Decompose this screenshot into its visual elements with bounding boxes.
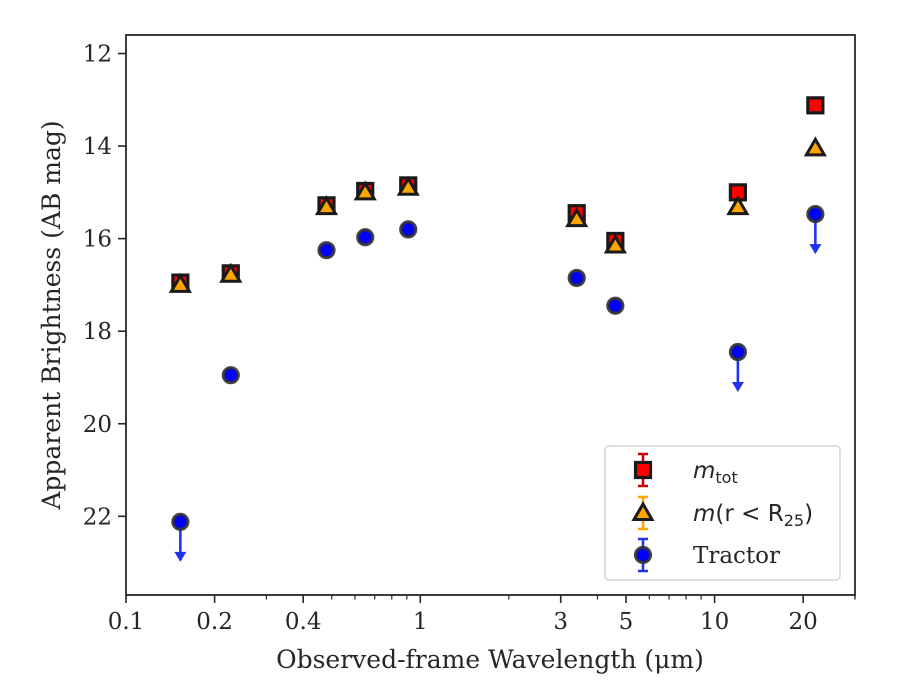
x-axis: 0.1 0.2 0.4 1 3 5 10 20	[108, 595, 856, 635]
data-point	[803, 136, 827, 157]
data-point	[728, 342, 747, 362]
legend-marker-square	[633, 460, 653, 480]
legend-mr-m: m	[693, 501, 715, 527]
upper-limit-arrowhead	[174, 551, 187, 562]
data-point	[356, 228, 375, 247]
data-point	[396, 175, 420, 196]
data-point	[168, 272, 192, 293]
data-point	[565, 207, 589, 228]
data-point	[221, 366, 240, 385]
legend-entry-tractor: Tractor	[693, 543, 780, 569]
legend-mr-end: )	[804, 501, 813, 527]
legend-box	[604, 445, 841, 581]
x-tick-label: 3	[553, 609, 568, 635]
data-point	[317, 241, 336, 260]
y-tick-label: 12	[83, 42, 112, 68]
legend-mtot-sub: tot	[715, 468, 737, 487]
data-point	[606, 296, 625, 315]
y-tick-label: 22	[83, 504, 112, 530]
y-tick-label: 20	[83, 412, 112, 438]
y-tick-label: 18	[83, 319, 112, 345]
legend-marker-triangle	[631, 501, 655, 521]
x-tick-label: 20	[789, 609, 818, 635]
data-point	[171, 512, 190, 531]
data-point	[806, 96, 825, 115]
data-layer	[168, 96, 827, 562]
y-axis-label: Apparent Brightness (AB mag)	[37, 120, 66, 510]
x-tick-label: 1	[413, 609, 428, 635]
x-axis-label: Observed-frame Wavelength (μm)	[276, 645, 704, 674]
y-axis: 12 14 16 18 20 22	[83, 42, 126, 530]
data-point	[314, 195, 339, 216]
y-tick-label: 14	[83, 134, 112, 160]
data-point	[806, 205, 825, 224]
legend-marker-circle	[633, 545, 653, 565]
data-point	[399, 220, 418, 239]
series-circle	[171, 205, 825, 562]
upper-limit-arrowhead	[809, 244, 822, 255]
x-tick-label: 0.1	[108, 609, 145, 635]
legend-mr-rest: (r < R	[715, 501, 783, 527]
series-triangle	[168, 136, 827, 293]
data-point	[726, 195, 750, 216]
legend-markers	[631, 452, 655, 573]
upper-limit-arrowhead	[731, 382, 744, 393]
data-point	[603, 233, 627, 254]
legend-entry-mr: m(r < R25)	[693, 501, 813, 530]
data-point	[353, 180, 377, 201]
data-point	[567, 268, 586, 288]
y-tick-label: 16	[83, 227, 112, 253]
legend-entry-mtot: mtot	[693, 458, 738, 487]
x-tick-label: 10	[700, 609, 729, 635]
legend-mr-sub: 25	[784, 511, 804, 530]
legend-mtot-m: m	[693, 458, 715, 484]
x-tick-label: 0.2	[196, 609, 233, 635]
data-point	[219, 262, 243, 283]
plot-frame	[125, 34, 856, 596]
x-tick-label: 0.4	[285, 609, 322, 635]
legend: mtot m(r < R25) Tractor	[604, 445, 841, 581]
x-tick-label: 5	[619, 609, 634, 635]
